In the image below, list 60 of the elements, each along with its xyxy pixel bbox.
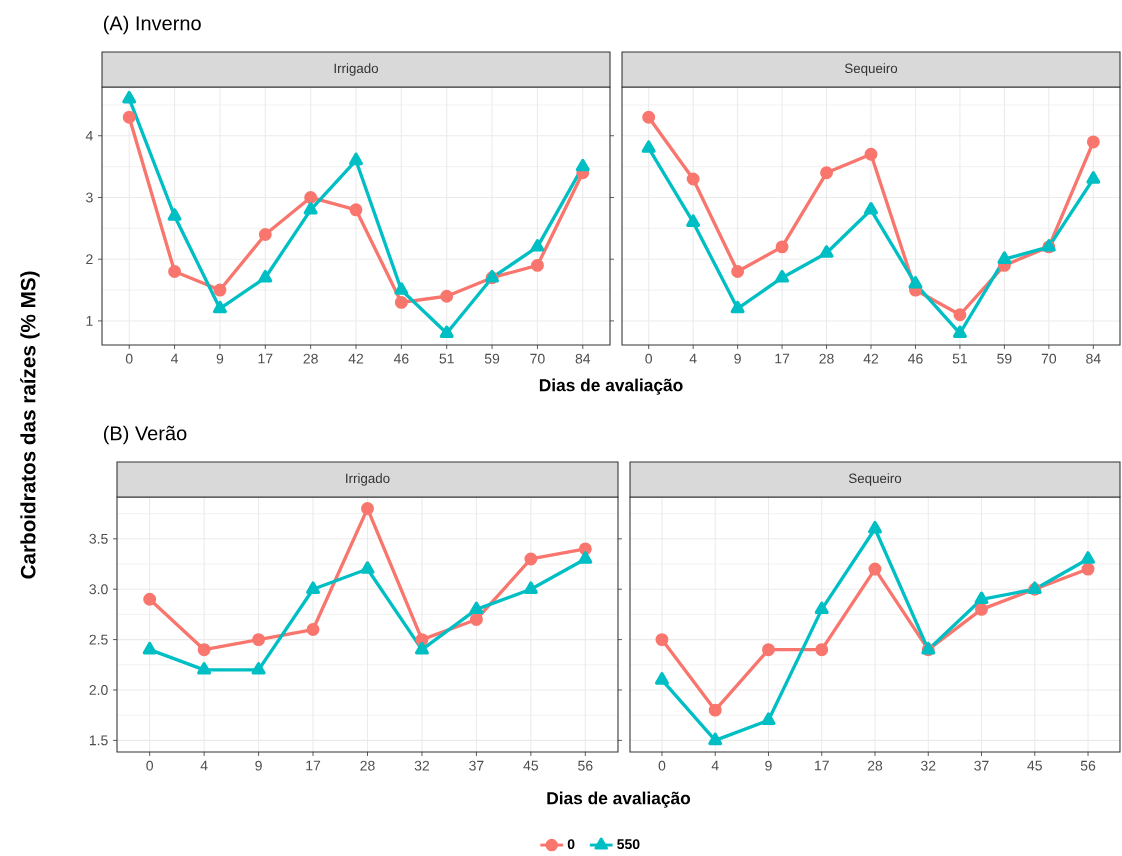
x-tick-label: 0 <box>125 353 133 364</box>
y-tick-label: 1 <box>86 316 93 326</box>
y-tick-label: 3 <box>86 192 93 203</box>
x-tick-label: 9 <box>765 760 772 771</box>
x-tick-label: 9 <box>216 353 224 364</box>
x-tick-label: 46 <box>908 353 923 364</box>
x-tick-label: 59 <box>484 353 500 364</box>
x-tick-label: 84 <box>575 353 591 364</box>
x-tick-label: 4 <box>711 760 719 771</box>
x-axis-title: Dias de avaliação <box>539 378 683 395</box>
x-tick-label: 56 <box>578 760 593 771</box>
y-tick-label: 1.5 <box>89 735 108 746</box>
chart-title: Sequeiro <box>848 473 902 486</box>
chart-title: Sequeiro <box>844 63 898 76</box>
x-tick-label: 45 <box>1027 760 1042 771</box>
y-tick-label: 3.5 <box>89 533 108 544</box>
x-tick-label: 37 <box>974 760 989 771</box>
y-tick-label: 2 <box>86 254 93 265</box>
x-axis-title: Dias de avaliação <box>547 791 691 808</box>
x-tick-label: 59 <box>997 353 1012 364</box>
x-tick-label: 42 <box>863 353 879 364</box>
x-tick-label: 0 <box>146 760 154 771</box>
y-axis-title: Carboidratos das raízes (% MS) <box>20 271 40 579</box>
y-tick-label: 2.0 <box>89 685 108 695</box>
x-tick-label: 17 <box>815 760 829 771</box>
x-tick-label: 32 <box>414 760 430 771</box>
x-tick-label: 70 <box>530 353 545 364</box>
legend-label: 0 <box>567 839 575 850</box>
x-tick-label: 4 <box>171 353 179 364</box>
x-tick-label: 28 <box>867 760 883 771</box>
x-tick-label: 9 <box>255 760 262 771</box>
x-tick-label: 17 <box>306 760 321 771</box>
x-tick-label: 32 <box>920 760 936 771</box>
chart-title: Irrigado <box>334 63 379 76</box>
x-tick-label: 4 <box>689 353 697 364</box>
x-tick-label: 84 <box>1086 353 1101 364</box>
x-tick-label: 0 <box>645 353 653 364</box>
x-tick-label: 0 <box>658 760 666 771</box>
x-tick-label: 17 <box>775 353 790 364</box>
x-tick-label: 9 <box>734 353 741 364</box>
x-tick-label: 28 <box>303 353 318 364</box>
x-tick-label: 28 <box>819 353 834 364</box>
x-tick-label: 51 <box>952 353 968 364</box>
y-tick-label: 3.0 <box>89 584 108 595</box>
chart-title: Irrigado <box>346 473 390 486</box>
x-tick-label: 45 <box>523 760 539 771</box>
y-tick-label: 4 <box>85 130 93 141</box>
text: (A) Inverno <box>103 15 201 35</box>
y-tick-label: 2.5 <box>89 634 108 645</box>
x-tick-label: 17 <box>258 353 273 364</box>
x-tick-label: 56 <box>1080 760 1096 771</box>
x-tick-label: 46 <box>393 353 409 364</box>
x-tick-label: 37 <box>469 760 484 771</box>
x-tick-label: 70 <box>1041 353 1057 364</box>
text: (B) Verão <box>103 425 187 445</box>
x-tick-label: 4 <box>200 760 208 771</box>
x-tick-label: 42 <box>348 353 364 364</box>
x-tick-label: 28 <box>360 760 375 771</box>
x-tick-label: 51 <box>439 353 454 364</box>
legend-label: 550 <box>617 839 640 850</box>
